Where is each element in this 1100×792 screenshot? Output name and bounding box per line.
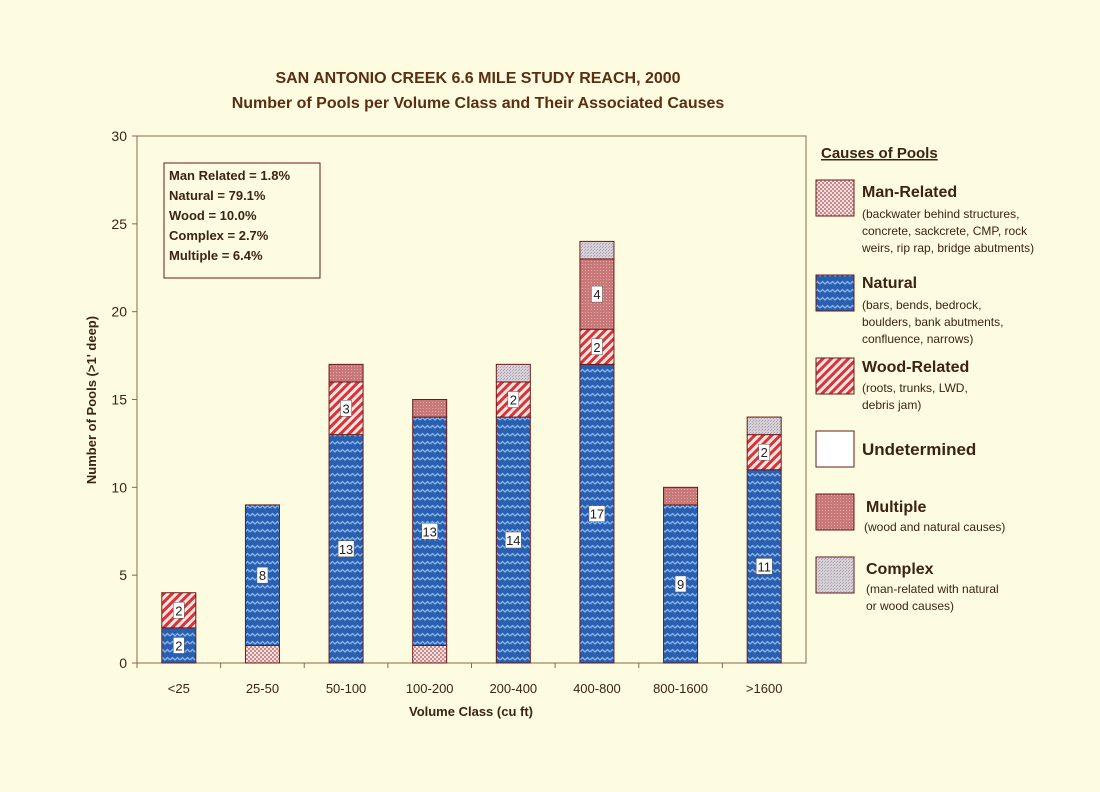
data-label: 2 [175, 638, 182, 653]
legend-desc: (backwater behind structures, [862, 207, 1019, 221]
y-tick-label: 5 [119, 567, 127, 583]
x-tick-label: 25-50 [246, 681, 279, 696]
legend-label-natural: Natural [862, 275, 917, 292]
legend-desc: (bars, bends, bedrock, [862, 298, 981, 312]
data-label: 13 [422, 524, 436, 539]
legend-swatch-complex [815, 556, 855, 594]
data-label: 9 [677, 577, 684, 592]
bar-segment-wood [746, 434, 782, 471]
legend-desc: boulders, bank abutments, [862, 315, 1003, 329]
x-tick-label: 50-100 [326, 681, 366, 696]
legend-swatch-man-related [815, 179, 855, 217]
data-label-bg [421, 523, 438, 540]
y-tick-label: 10 [111, 479, 127, 495]
y-tick-label: 20 [111, 304, 127, 320]
data-label-bg [173, 602, 185, 619]
data-label-bg [591, 285, 603, 303]
legend: Causes of Pools Man-Related (backwater b… [815, 145, 1034, 613]
data-label: 17 [590, 507, 604, 522]
x-tick-label: >1600 [746, 681, 783, 696]
data-label: 14 [506, 533, 520, 548]
y-tick-label: 15 [111, 392, 127, 408]
chart-title: SAN ANTONIO CREEK 6.6 MILE STUDY REACH, … [275, 70, 680, 87]
legend-swatch-undetermined [815, 430, 855, 468]
bar-segment-multiple [328, 363, 364, 383]
stats-line: Multiple = 6.4% [169, 248, 263, 263]
x-tick-label: 800-1600 [653, 681, 708, 696]
data-label-bg [588, 505, 606, 522]
data-label-bg [173, 637, 185, 654]
legend-title: Causes of Pools [821, 145, 938, 162]
bar-segment-multiple [412, 399, 448, 418]
chart-subtitle: Number of Pools per Volume Class and The… [232, 95, 725, 112]
legend-label-multiple: Multiple [866, 499, 927, 516]
data-label: 2 [510, 393, 517, 408]
legend-swatch-wood-related [815, 357, 855, 395]
y-tick-label: 25 [111, 216, 127, 232]
data-label: 4 [593, 287, 600, 302]
bar-segment-multiple [663, 486, 699, 506]
bar-segment-complex [495, 363, 531, 383]
legend-label-man-related: Man-Related [862, 184, 957, 201]
data-label: 11 [757, 559, 771, 574]
data-label-bg [758, 443, 770, 461]
stats-line: Complex = 2.7% [169, 228, 269, 243]
bar-segment-man [412, 644, 448, 664]
data-label: 8 [259, 568, 266, 583]
x-tick-label: 200-400 [489, 681, 537, 696]
stats-line: Natural = 79.1% [169, 188, 266, 203]
data-label-bg [755, 558, 773, 575]
legend-desc: confluence, narrows) [862, 332, 973, 346]
legend-desc: concrete, sackcrete, CMP, rock [862, 224, 1028, 238]
x-axis: <25 25-50 50-100 100-200 200-400 400-800 800-1… [136, 663, 783, 696]
stats-line: Man Related = 1.8% [169, 168, 290, 183]
data-label: 2 [175, 603, 182, 618]
legend-desc: debris jam) [862, 398, 921, 412]
legend-desc: (wood and natural causes) [864, 520, 1005, 534]
legend-label-complex: Complex [866, 561, 934, 578]
legend-label-wood-related: Wood-Related [862, 359, 969, 376]
data-label-bg [674, 575, 687, 593]
stats-box: Man Related = 1.8% Natural = 79.1% Wood … [163, 162, 321, 279]
data-label-bg [340, 400, 352, 417]
data-label-bg [256, 566, 269, 584]
legend-swatch-natural [815, 274, 855, 312]
x-tick-label: 100-200 [406, 681, 454, 696]
bar-segment-complex [746, 416, 782, 436]
y-axis-title: Number of Pools (>1' deep) [84, 316, 99, 484]
data-label-bg [591, 338, 603, 356]
y-tick-label: 30 [111, 128, 127, 144]
data-label-bg [507, 391, 520, 408]
data-label-bg [337, 540, 355, 558]
data-label: 2 [761, 445, 768, 460]
x-axis-title: Volume Class (cu ft) [409, 704, 533, 719]
legend-desc: (man-related with natural [866, 582, 999, 596]
legend-desc: weirs, rip rap, bridge abutments) [861, 241, 1034, 255]
bar-segment-man [244, 644, 280, 664]
legend-desc: (roots, trunks, LWD, [862, 381, 968, 395]
data-label: 3 [342, 401, 349, 416]
stats-box-frame [163, 162, 321, 279]
legend-label-undetermined: Undetermined [862, 440, 976, 459]
x-tick-label: <25 [168, 681, 190, 696]
legend-desc: or wood causes) [866, 599, 954, 613]
data-label-bg [505, 531, 522, 549]
data-label: 2 [593, 340, 600, 355]
bar-segment-complex [579, 240, 615, 260]
data-label: 13 [339, 542, 353, 557]
y-axis: 0 5 10 15 20 25 30 [111, 128, 137, 671]
legend-swatch-multiple [815, 493, 855, 531]
y-tick-label: 0 [119, 655, 127, 671]
bars: 2 2 8 13 3 13 14 2 17 2 4 9 11 2 [161, 240, 782, 664]
x-tick-label: 400-800 [573, 681, 621, 696]
bar-segment-wood [161, 592, 197, 629]
stats-line: Wood = 10.0% [169, 208, 257, 223]
